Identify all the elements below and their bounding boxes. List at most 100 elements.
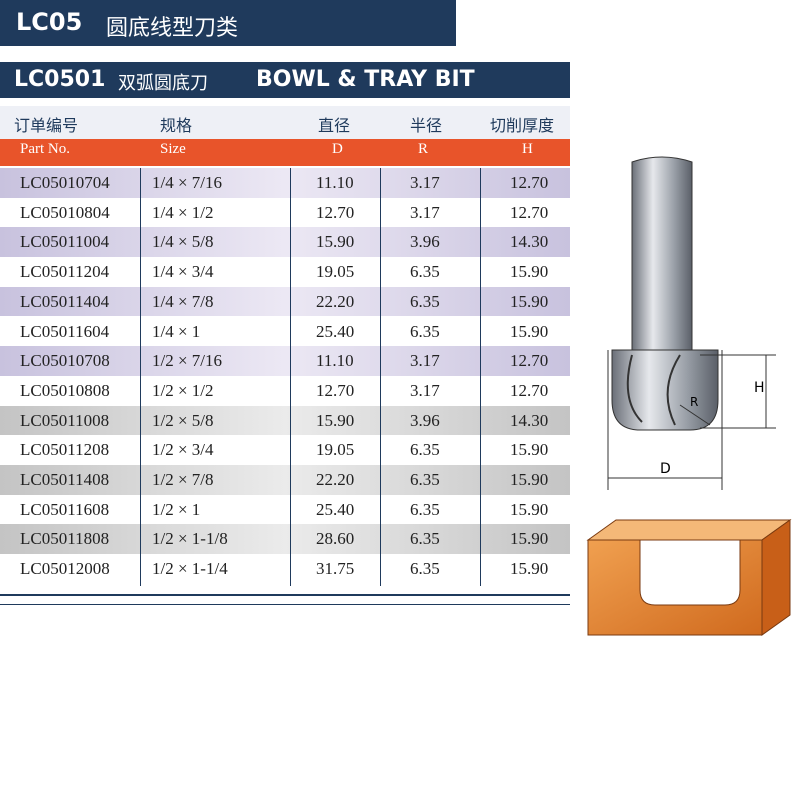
table-cell: 11.10 xyxy=(316,173,354,192)
table-cell: LC05011808 xyxy=(20,529,110,549)
dimension-r: R xyxy=(690,395,699,409)
diagram xyxy=(586,156,792,636)
table-cell: 3.96 xyxy=(410,232,440,252)
subheader-title-cn: 双弧圆底刀 xyxy=(118,73,208,94)
table-cell: 1/4 × 7/16 xyxy=(152,173,223,192)
table-cell: 14.30 xyxy=(510,232,549,252)
table-cell: 1/2 × 7/8 xyxy=(152,470,214,489)
table-cell: 12.70 xyxy=(316,380,355,400)
table-cell: 3.17 xyxy=(410,202,440,222)
row-shade xyxy=(0,346,570,376)
column-header-cn: 直径 xyxy=(318,116,351,135)
row-shade xyxy=(0,227,570,258)
router-bit xyxy=(607,156,776,490)
dimension-d: D xyxy=(660,461,671,477)
subheader-title-en: BOWL & TRAY BIT xyxy=(256,67,475,92)
table-cell: LC05010708 xyxy=(20,351,110,371)
column-header-en: Part No. xyxy=(20,141,70,157)
table-cell: LC05011208 xyxy=(20,440,110,460)
table-cell: 15.90 xyxy=(316,232,355,252)
table-cell: 15.90 xyxy=(510,321,549,341)
table-cell: LC05011604 xyxy=(20,321,110,341)
table-cell: 12.70 xyxy=(510,380,549,400)
table-cell: 1/2 × 1-1/4 xyxy=(152,559,228,579)
rule xyxy=(0,594,570,596)
table-cell: 1/2 × 3/4 xyxy=(152,440,214,460)
table-cell: 3.17 xyxy=(410,173,440,192)
table-cell: LC05011204 xyxy=(20,262,110,282)
column-divider xyxy=(380,168,381,586)
table-cell: 1/4 × 1 xyxy=(152,321,201,341)
column-header-en: D xyxy=(332,141,343,157)
table-cell: 1/2 × 5/8 xyxy=(152,410,214,430)
table-cell: LC05011404 xyxy=(20,291,110,311)
table-cell: LC05012008 xyxy=(20,559,110,579)
table-cell: 31.75 xyxy=(316,559,355,579)
column-divider xyxy=(290,168,291,586)
table-cell: 1/4 × 1/2 xyxy=(152,202,214,222)
table-cell: 3.17 xyxy=(410,351,440,371)
subheader-code: LC0501 xyxy=(14,67,106,92)
header-code: LC05 xyxy=(16,8,83,36)
table-cell: 25.40 xyxy=(316,321,355,341)
table-cell: 1/4 × 5/8 xyxy=(152,232,214,252)
row-shade xyxy=(0,168,570,198)
table-cell: 1/2 × 1 xyxy=(152,499,201,519)
table-cell: 22.20 xyxy=(316,470,355,489)
table-cell: 12.70 xyxy=(510,351,549,371)
table-cell: 1/2 × 1/2 xyxy=(152,380,214,400)
table-cell: 6.35 xyxy=(410,559,440,579)
table-cell: 1/4 × 3/4 xyxy=(152,262,214,282)
column-header-cn: 订单编号 xyxy=(14,116,79,135)
table-cell: 19.05 xyxy=(316,440,355,460)
table-cell: 28.60 xyxy=(316,529,355,549)
table-cell: LC05010804 xyxy=(20,202,110,222)
table-cell: LC05011004 xyxy=(20,232,110,252)
table-cell: 15.90 xyxy=(510,529,549,549)
column-header-en: Size xyxy=(160,141,186,157)
table-cell: 15.90 xyxy=(510,470,549,489)
table-cell: 15.90 xyxy=(510,262,549,282)
header-en-row xyxy=(0,139,570,166)
table-cell: 6.35 xyxy=(410,321,440,341)
row-shade xyxy=(0,405,570,436)
column-divider xyxy=(480,168,481,586)
table-cell: 12.70 xyxy=(510,202,549,222)
column-header-en: H xyxy=(522,141,533,157)
table-cell: 6.35 xyxy=(410,440,440,460)
table-cell: 25.40 xyxy=(316,499,355,519)
table-cell: 6.35 xyxy=(410,470,440,489)
table-cell: 19.05 xyxy=(316,262,355,282)
table-cell: 3.17 xyxy=(410,380,440,400)
table-cell: 1/2 × 1-1/8 xyxy=(152,529,228,549)
column-divider xyxy=(140,168,141,586)
table-cell: 12.70 xyxy=(510,173,549,192)
table-cell: 1/2 × 7/16 xyxy=(152,351,223,371)
column-header-cn: 半径 xyxy=(410,116,443,135)
header-bar: LC05 圆底线型刀类 xyxy=(0,0,456,46)
table-cell: 6.35 xyxy=(410,529,440,549)
dimension-h: H xyxy=(754,380,765,396)
column-header-cn: 规格 xyxy=(160,116,193,135)
table-cell: LC05011408 xyxy=(20,470,110,489)
table-cell: 22.20 xyxy=(316,291,355,311)
table-cell: 12.70 xyxy=(316,202,355,222)
table-cell: 15.90 xyxy=(510,440,549,460)
column-header-cn: 切削厚度 xyxy=(490,116,555,135)
wood-sample xyxy=(586,519,792,636)
table-cell: 6.35 xyxy=(410,499,440,519)
table-cell: 1/4 × 7/8 xyxy=(152,291,214,311)
row-shade xyxy=(0,524,570,555)
table-cell: LC05010808 xyxy=(20,380,110,400)
table-cell: LC05011608 xyxy=(20,499,110,519)
subheader-bar: LC0501 双弧圆底刀 BOWL & TRAY BIT xyxy=(0,62,570,98)
table-cell: 6.35 xyxy=(410,262,440,282)
table-cell: LC05011008 xyxy=(20,410,110,430)
row-shade xyxy=(0,465,570,495)
row-shade xyxy=(0,286,570,317)
table-cell: 6.35 xyxy=(410,291,440,311)
table-cell: 15.90 xyxy=(510,291,549,311)
table-cell: 15.90 xyxy=(510,499,549,519)
table-cell: 11.10 xyxy=(316,351,354,371)
